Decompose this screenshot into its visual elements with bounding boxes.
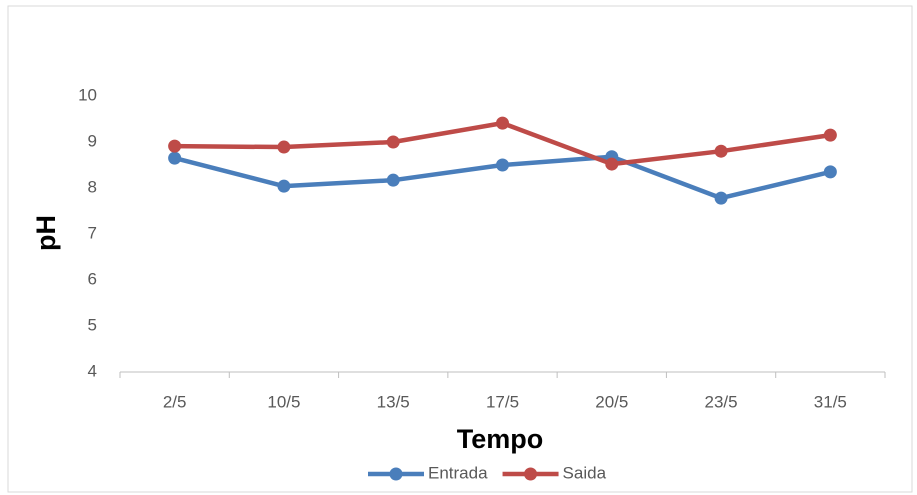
legend-label: Entrada [428, 463, 488, 482]
x-axis-title: Tempo [457, 424, 544, 454]
y-tick-label: 7 [88, 223, 97, 242]
data-point [823, 128, 837, 142]
legend-label: Saida [563, 463, 607, 482]
x-tick-label: 17/5 [486, 392, 519, 411]
data-point [386, 135, 400, 149]
data-point [168, 151, 182, 165]
y-tick-label: 5 [88, 315, 97, 334]
x-tick-label: 20/5 [595, 392, 628, 411]
data-point [277, 179, 291, 193]
y-axis-title: pH [31, 215, 61, 251]
data-point [823, 165, 837, 179]
x-tick-label: 2/5 [163, 392, 187, 411]
y-tick-label: 10 [78, 85, 97, 104]
legend-marker [389, 467, 403, 481]
data-point [496, 158, 509, 172]
data-point [605, 157, 619, 171]
data-point [168, 139, 182, 153]
legend-marker [524, 467, 538, 481]
data-point [714, 144, 728, 158]
chart-frame [7, 5, 913, 493]
x-tick-label: 23/5 [705, 392, 738, 411]
data-point [386, 173, 400, 187]
y-tick-label: 4 [88, 361, 97, 380]
x-tick-label: 31/5 [814, 392, 847, 411]
y-tick-label: 8 [88, 177, 97, 196]
x-tick-label: 10/5 [267, 392, 300, 411]
data-point [714, 191, 728, 205]
x-tick-label: 13/5 [377, 392, 410, 411]
y-tick-label: 9 [88, 131, 97, 150]
data-point [277, 140, 291, 154]
data-point [496, 116, 509, 130]
y-tick-label: 6 [88, 269, 97, 288]
